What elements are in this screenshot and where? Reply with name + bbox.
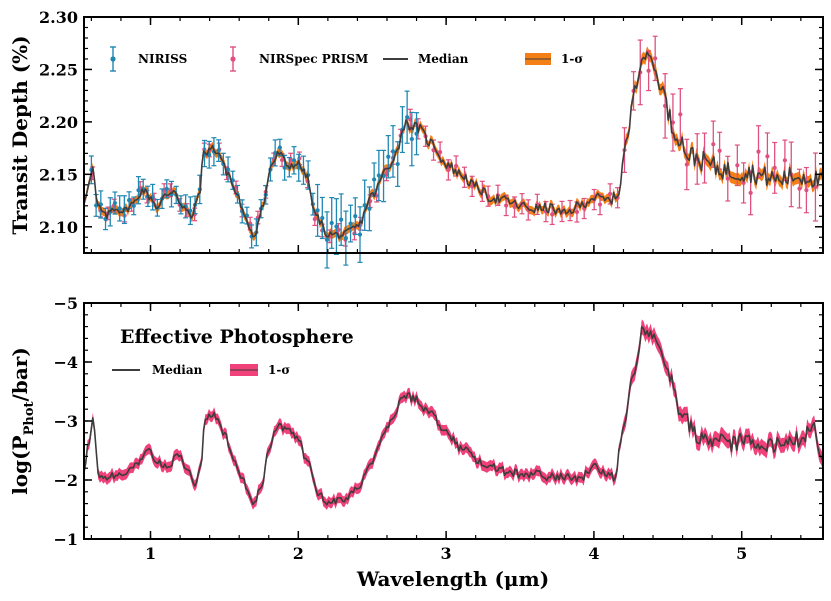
niriss-point [216,139,222,162]
prism-point [383,167,389,182]
bottom-ylabel: log(PPhot/bar) [8,347,37,495]
bottom-tick-layer: 1 2 3 4 5 −5 −4 −3 −2 −1 [53,294,823,563]
top-panel: 2.10 2.15 2.20 2.25 2.30 Transit Depth (%) N… [8,8,824,269]
prism-point [764,132,770,181]
prism-point [684,138,690,191]
top-sigma-band [84,46,823,243]
y-tick-label: 2.25 [39,60,78,79]
niriss-point [136,176,142,205]
top-ylabel: Transit Depth (%) [8,35,32,234]
niriss-point [414,112,420,156]
niriss-point [404,90,410,144]
niriss-point [131,196,137,216]
niriss-point [319,196,325,240]
y-tick-label: 2.30 [39,8,78,27]
prism-point [581,197,587,220]
prism-point [670,93,676,152]
niriss-point [362,179,368,231]
y-tick-label: −2 [53,471,78,490]
niriss-point [343,210,349,266]
top-errorbar-layer [88,35,818,269]
niriss-point [390,125,396,178]
legend-prism-marker [230,46,236,72]
y-tick-label: −4 [53,353,78,372]
legend-sigma-label: 1-σ [561,52,583,66]
niriss-point [376,149,382,202]
niriss-point [117,195,123,222]
prism-point [597,193,603,216]
niriss-point [225,156,231,183]
bottom-median-layer [83,326,824,506]
niriss-point [150,183,156,211]
x-tick-label: 4 [588,544,599,563]
y-tick-label: 2.10 [39,218,78,237]
bottom-median-line [83,326,824,506]
y-tick-label: −5 [53,294,78,313]
bottom-legend: Median 1-σ [112,363,290,377]
top-median-layer [83,51,824,240]
niriss-point [329,197,335,249]
x-tick-label: 1 [145,544,156,563]
effective-photosphere-annotation: Effective Photosphere [120,326,354,348]
y-tick-label: 2.15 [39,165,78,184]
niriss-point [338,193,344,246]
prism-point [677,88,683,141]
legend-prism-label: NIRSpec PRISM [259,52,368,66]
niriss-point [291,146,297,175]
prism-point [469,175,475,198]
niriss-point [187,196,193,226]
prism-point [803,166,809,214]
niriss-point [333,198,339,255]
prism-point [652,35,658,82]
niriss-point [315,183,321,237]
top-median-line [83,51,824,240]
bottom-panel: 1 2 3 4 5 −5 −4 −3 −2 −1 log(PPhot/bar) Wavelengt… [8,294,824,591]
top-sigma-band-layer [84,46,823,243]
top-tick-layer: 2.10 2.15 2.20 2.25 2.30 [39,8,823,253]
niriss-point [324,211,330,269]
niriss-point [98,190,104,219]
niriss-point [385,134,391,179]
prism-point [796,168,802,209]
x-tick-label: 5 [736,544,747,563]
legend-bottom-median-label: Median [152,363,203,377]
top-legend: NIRISS NIRSpec PRISM Median 1-σ [110,46,583,72]
niriss-point [409,111,415,167]
prism-point [741,162,747,204]
y-tick-label: −1 [53,530,78,549]
niriss-point [366,186,372,232]
y-tick-label: 2.20 [39,113,78,132]
niriss-point [112,191,118,215]
legend-median-label: Median [418,52,469,66]
niriss-point [296,153,302,182]
top-axes-frame [83,16,824,254]
prism-point [646,50,652,92]
legend-niriss-label: NIRISS [138,52,187,66]
legend-bottom-sigma-label: 1-σ [268,363,290,377]
x-tick-label: 2 [293,544,304,563]
legend-niriss-marker [110,46,116,72]
niriss-point [249,224,255,249]
prism-point [812,152,818,222]
y-tick-label: −3 [53,412,78,431]
niriss-point [371,162,377,197]
x-tick-label: 3 [441,544,452,563]
prism-point [772,141,778,194]
bottom-xlabel: Wavelength (μm) [356,567,549,591]
prism-point [615,187,621,209]
niriss-point [220,152,226,176]
niriss-point [348,204,354,243]
